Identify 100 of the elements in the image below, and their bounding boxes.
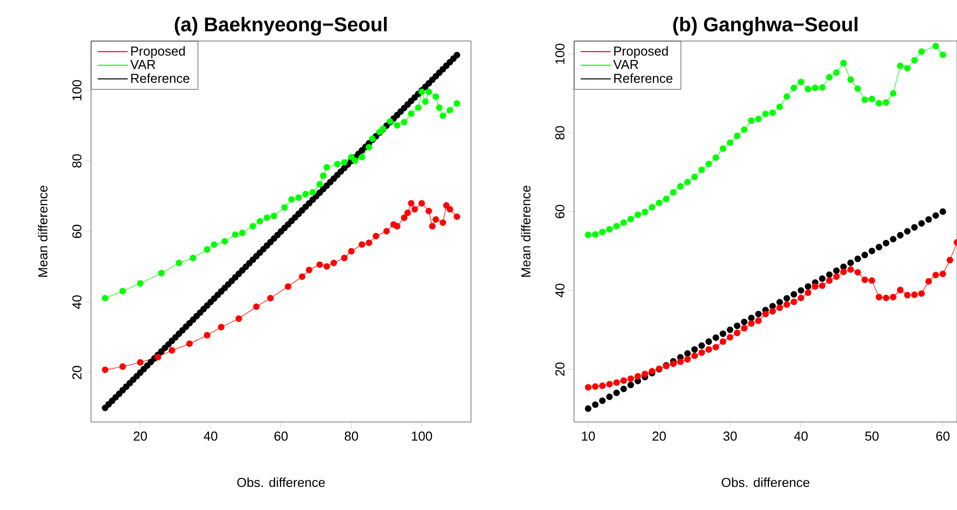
- y-tick-label: 20: [72, 366, 82, 380]
- point: [372, 232, 380, 240]
- point: [316, 261, 323, 268]
- point: [862, 252, 868, 258]
- point: [790, 291, 798, 298]
- point: [627, 216, 634, 222]
- y-axis-title: Mean difference: [520, 186, 530, 277]
- point: [662, 196, 670, 202]
- point: [306, 266, 312, 274]
- point: [904, 292, 911, 298]
- point: [876, 294, 882, 300]
- legend-label: Proposed: [614, 46, 668, 58]
- legend-label: Reference: [614, 73, 672, 83]
- point: [584, 405, 592, 412]
- point: [221, 238, 228, 245]
- point: [790, 298, 798, 306]
- point: [854, 269, 861, 276]
- point: [454, 213, 460, 220]
- point: [769, 308, 776, 315]
- point: [726, 139, 734, 146]
- point: [904, 228, 911, 235]
- point: [309, 189, 316, 196]
- point: [119, 288, 126, 294]
- point: [400, 118, 408, 126]
- point: [826, 271, 833, 278]
- point: [748, 314, 755, 322]
- point: [422, 98, 429, 105]
- point: [210, 241, 218, 248]
- point: [691, 346, 698, 353]
- point: [854, 256, 861, 262]
- point: [288, 196, 295, 203]
- point: [656, 200, 662, 206]
- point: [606, 226, 613, 233]
- point: [720, 338, 726, 345]
- point: [119, 363, 126, 370]
- point: [847, 266, 854, 273]
- point: [684, 350, 691, 357]
- point: [940, 208, 946, 215]
- point: [740, 324, 748, 332]
- point: [158, 270, 165, 276]
- point: [862, 276, 868, 284]
- point: [818, 282, 826, 289]
- point: [137, 359, 144, 366]
- point: [429, 222, 436, 230]
- point: [804, 283, 812, 290]
- point: [606, 380, 613, 388]
- point: [932, 272, 939, 278]
- point: [882, 294, 890, 302]
- point: [911, 291, 918, 298]
- point: [284, 283, 292, 290]
- x-tick-label: 20: [652, 432, 666, 441]
- legend-label: VAR: [130, 60, 156, 69]
- x-tick-label: 60: [936, 432, 950, 441]
- point: [302, 190, 309, 198]
- point: [706, 346, 712, 353]
- chart-title: (b) Ganghwa−Seoul: [673, 16, 858, 36]
- point: [840, 60, 847, 66]
- x-tick-label: 80: [344, 432, 358, 441]
- point: [804, 86, 812, 92]
- point: [599, 382, 606, 390]
- x-tick-label: 50: [865, 432, 879, 441]
- point: [316, 180, 323, 188]
- point: [620, 377, 627, 384]
- point: [620, 219, 627, 226]
- point: [232, 231, 239, 238]
- point: [932, 212, 939, 219]
- point: [911, 57, 918, 64]
- point: [404, 210, 411, 216]
- point: [620, 386, 627, 392]
- point: [606, 394, 613, 400]
- point: [804, 290, 812, 296]
- point: [204, 246, 210, 253]
- point: [383, 228, 390, 234]
- point: [394, 122, 400, 129]
- point: [748, 320, 755, 327]
- point: [790, 84, 798, 92]
- point: [890, 236, 896, 242]
- point: [168, 347, 176, 354]
- point: [868, 277, 876, 284]
- point: [712, 154, 720, 161]
- point: [102, 366, 108, 374]
- point: [627, 382, 634, 388]
- legend-label: Reference: [131, 73, 190, 83]
- point: [940, 270, 946, 278]
- point: [712, 334, 720, 341]
- point: [776, 298, 783, 306]
- point: [613, 222, 620, 230]
- point: [627, 375, 634, 382]
- x-tick-label: 40: [794, 432, 808, 441]
- point: [648, 204, 656, 211]
- point: [584, 232, 592, 238]
- point: [366, 240, 372, 246]
- x-tick-label: 100: [412, 432, 432, 441]
- point: [599, 228, 606, 236]
- point: [762, 110, 769, 118]
- point: [613, 379, 620, 386]
- y-axis-title: Mean difference: [38, 186, 48, 277]
- point: [932, 42, 939, 50]
- point: [334, 160, 341, 168]
- point: [236, 315, 242, 322]
